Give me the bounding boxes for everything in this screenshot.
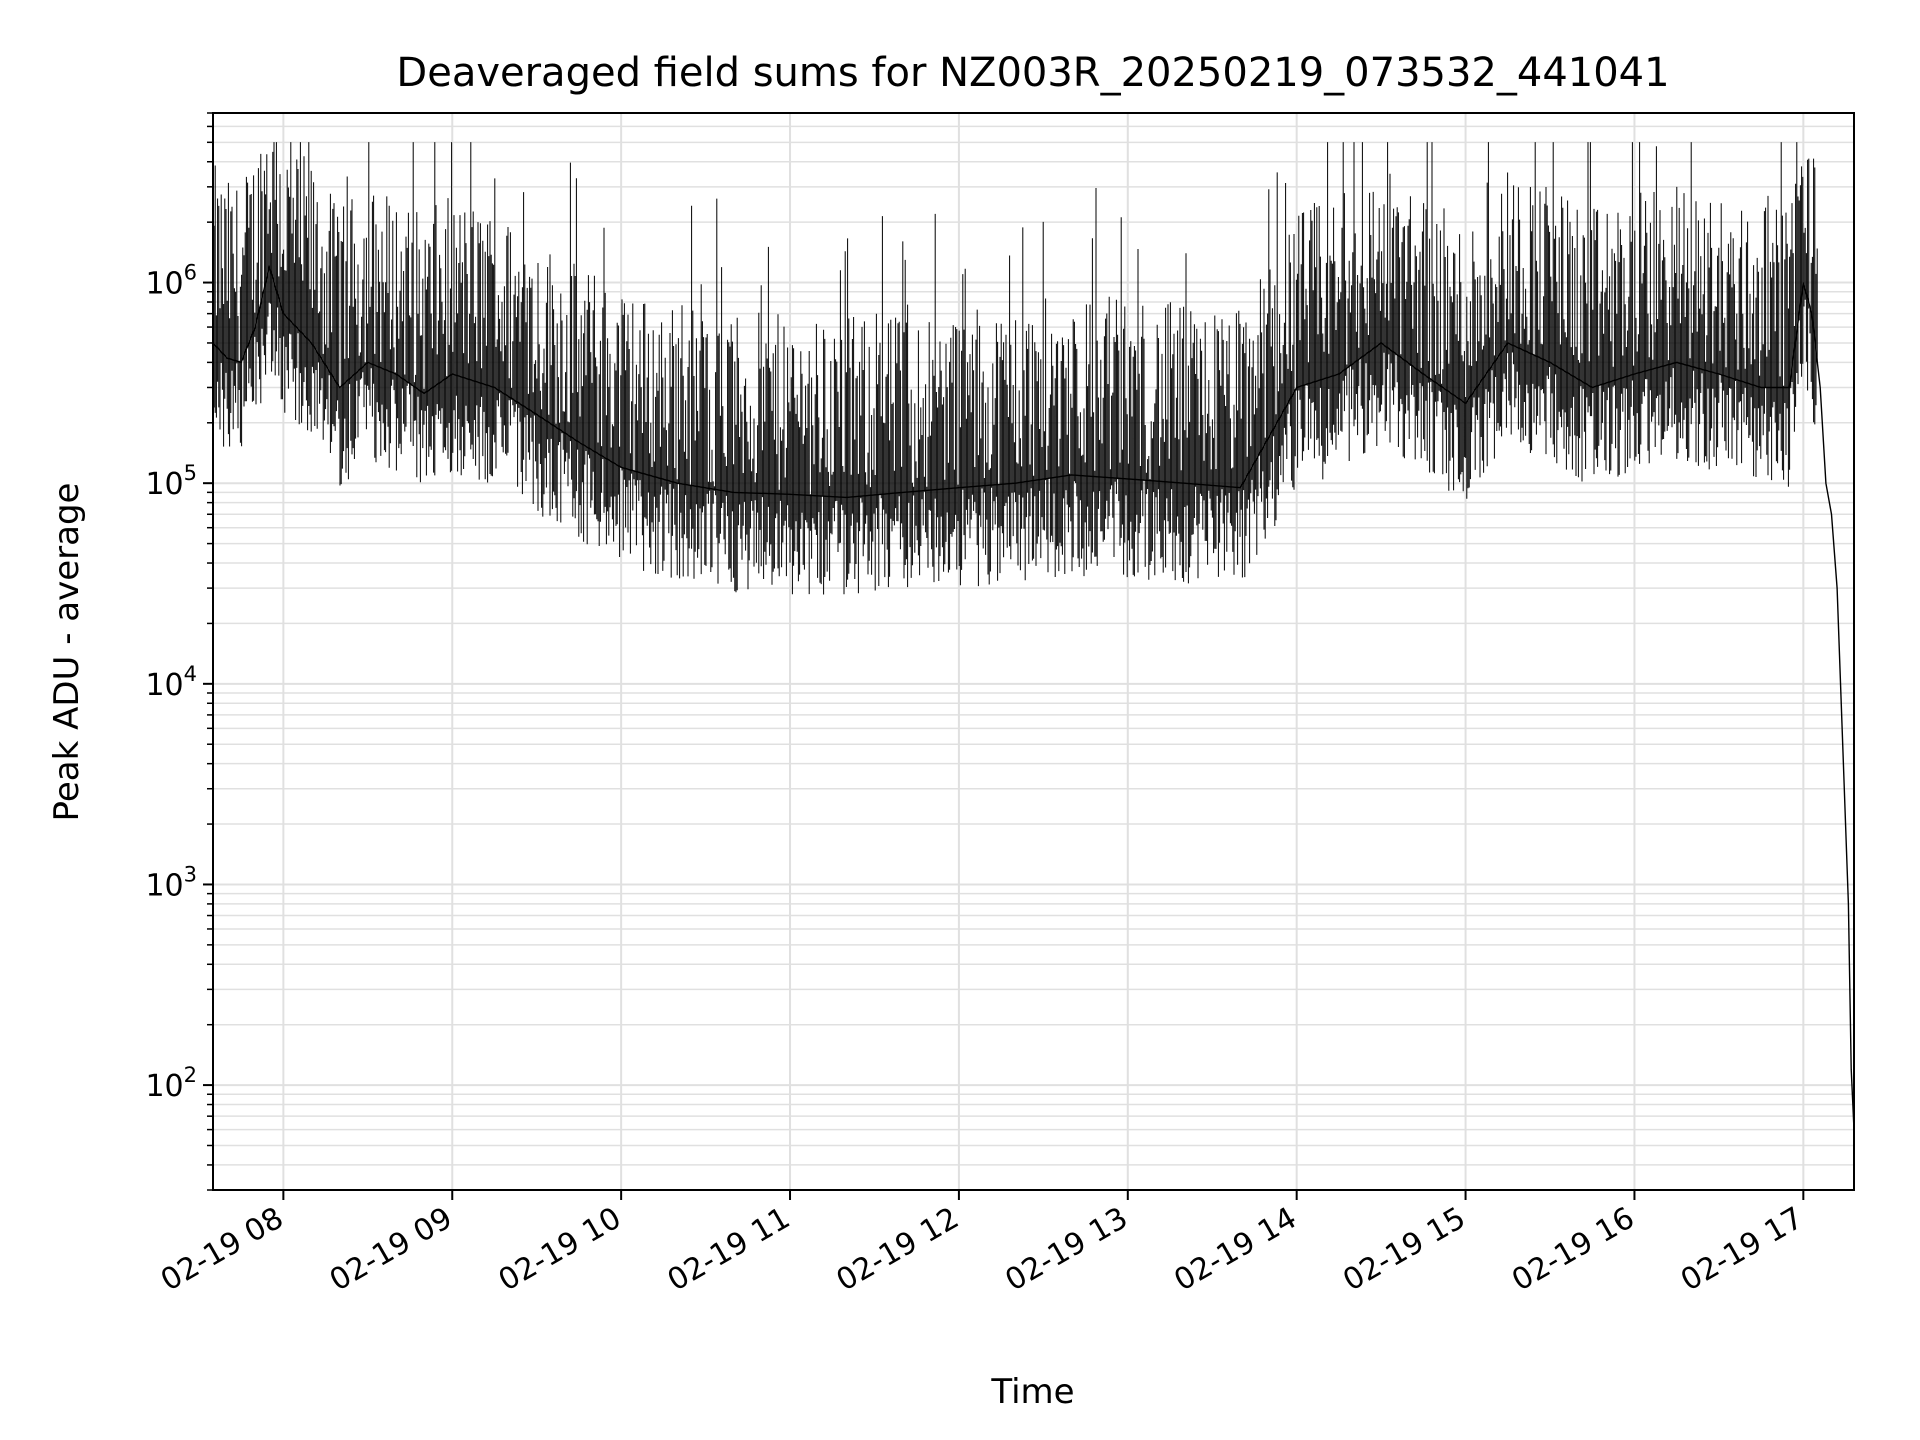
y-tick-label: 106: [145, 261, 197, 302]
chart-title: Deaveraged field sums for NZ003R_2025021…: [396, 50, 1669, 96]
x-axis-label: Time: [990, 1372, 1074, 1412]
y-axis: 102 103 104 105 106: [145, 112, 213, 1191]
y-tick-label: 105: [145, 461, 197, 502]
y-axis-label: Peak ADU - average: [47, 483, 87, 822]
y-tick-label: 103: [145, 862, 197, 903]
y-tick-label: 104: [145, 662, 197, 703]
y-tick-label: 102: [145, 1063, 197, 1104]
plot-frame: [212, 112, 1855, 1191]
